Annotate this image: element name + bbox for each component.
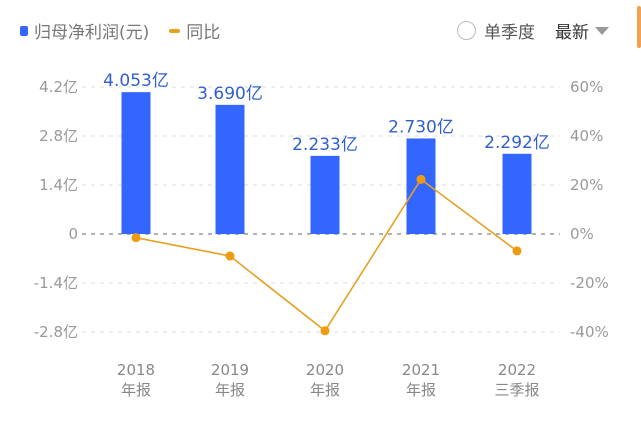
quarterly-radio[interactable] [457, 21, 476, 40]
bar-data-label: 4.053亿 [103, 71, 169, 91]
scrollbar[interactable] [637, 6, 641, 48]
legend: 归母净利润(元) 同比 [20, 18, 220, 43]
left-tick-label: 2.8亿 [39, 127, 78, 145]
bar [215, 104, 245, 234]
right-tick-label: 20% [570, 176, 603, 194]
x-tick-period: 年报 [121, 381, 151, 399]
bar-data-label: 2.292亿 [484, 133, 550, 153]
yoy-point [320, 326, 330, 336]
x-tick-period: 年报 [215, 381, 245, 399]
right-tick-label: 40% [570, 127, 603, 145]
bar-data-label: 2.233亿 [292, 135, 358, 155]
bar-data-label: 3.690亿 [197, 84, 263, 104]
bar-data-label: 2.730亿 [388, 117, 454, 137]
bar-legend-swatch [20, 25, 28, 36]
left-tick-label: -2.8亿 [34, 323, 78, 341]
chart-options: 单季度 最新 [457, 18, 609, 43]
x-tick-period: 三季报 [494, 381, 539, 399]
yoy-point [225, 251, 235, 261]
left-tick-label: 0 [68, 225, 78, 243]
caret-down-icon[interactable] [595, 26, 609, 35]
yoy-point [131, 233, 141, 243]
x-tick-year: 2019 [211, 361, 249, 379]
line-legend-swatch [169, 28, 181, 33]
x-tick-year: 2021 [402, 361, 440, 379]
sort-dropdown[interactable]: 最新 [555, 23, 589, 43]
left-tick-label: 1.4亿 [39, 176, 78, 194]
yoy-point [512, 246, 522, 256]
right-tick-label: 0% [570, 225, 594, 243]
right-tick-label: 60% [570, 78, 603, 96]
x-tick-year: 2022 [498, 361, 536, 379]
bar [121, 92, 151, 235]
left-tick-label: 4.2亿 [39, 78, 78, 96]
bar-legend-label: 归母净利润(元) [34, 23, 150, 43]
yoy-point [416, 174, 426, 184]
x-tick-period: 年报 [406, 381, 436, 399]
x-tick-period: 年报 [310, 381, 340, 399]
right-tick-label: -20% [570, 274, 609, 292]
bar [310, 155, 340, 234]
quarterly-label[interactable]: 单季度 [484, 23, 535, 43]
right-tick-label: -40% [570, 323, 609, 341]
line-legend-label: 同比 [186, 23, 221, 43]
left-tick-label: -1.4亿 [34, 274, 78, 292]
x-tick-year: 2020 [306, 361, 344, 379]
x-tick-year: 2018 [117, 361, 155, 379]
bar [502, 153, 532, 234]
